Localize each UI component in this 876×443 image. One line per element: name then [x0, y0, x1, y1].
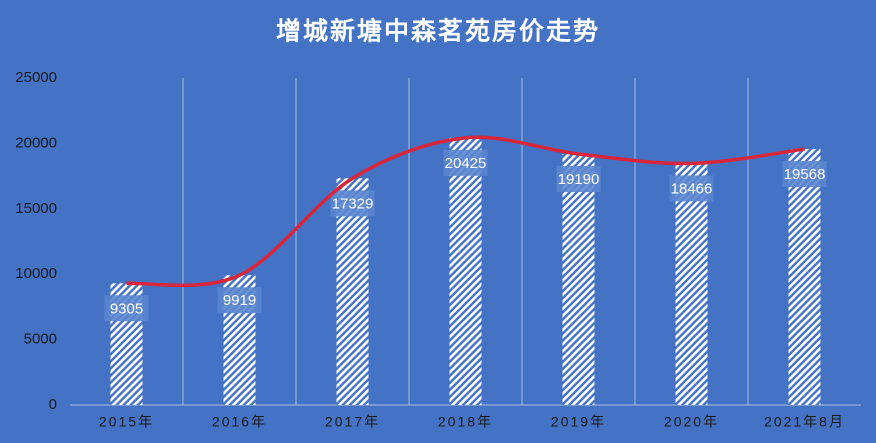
value-label: 18466 [671, 180, 713, 197]
y-tick-label: 10000 [15, 265, 57, 282]
x-tick-label: 2017年 [325, 414, 380, 430]
x-tick-label: 2018年 [438, 414, 493, 430]
chart-title: 增城新塘中森茗苑房价走势 [276, 17, 600, 46]
value-label: 9919 [223, 292, 256, 309]
value-label: 19190 [558, 171, 600, 188]
x-tick-label: 2015年 [99, 414, 154, 430]
y-tick-label: 0 [49, 396, 57, 413]
y-tick-label: 25000 [15, 69, 57, 86]
bar [788, 149, 821, 405]
value-label-box [669, 175, 714, 202]
x-tick-label: 2021年8月 [764, 414, 845, 430]
x-tick-label: 2016年 [212, 414, 267, 430]
bar [675, 163, 708, 405]
value-label: 20425 [445, 155, 487, 172]
value-label-box [217, 287, 262, 314]
bar [449, 137, 482, 405]
value-label: 17329 [332, 195, 374, 212]
y-tick-label: 15000 [15, 200, 57, 217]
value-label-box [104, 295, 149, 322]
trend-line [126, 135, 805, 288]
value-label-box [782, 161, 827, 188]
value-label: 9305 [110, 300, 143, 317]
x-tick-label: 2020年 [664, 414, 719, 430]
value-label-box [330, 190, 375, 217]
value-label: 19568 [784, 166, 826, 183]
value-label-box [556, 165, 601, 192]
y-tick-label: 5000 [24, 331, 57, 348]
value-label-box [443, 149, 488, 176]
x-tick-label: 2019年 [551, 414, 606, 430]
y-tick-label: 20000 [15, 134, 57, 151]
bar [562, 153, 595, 405]
